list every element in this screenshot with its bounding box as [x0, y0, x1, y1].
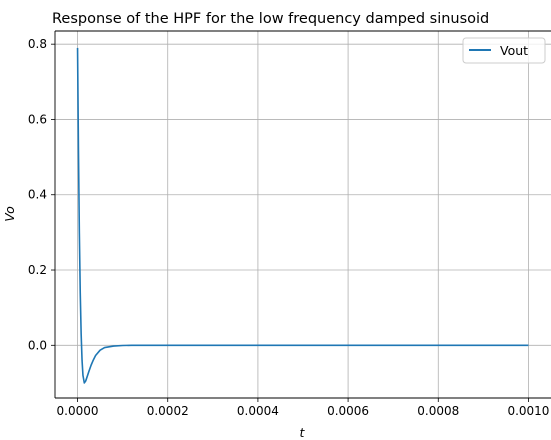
y-tick-label: 0.4	[28, 188, 47, 202]
tick-layer: 0.0000 0.0002 0.0004 0.0006 0.0008 0.0010 0.0 0…	[28, 37, 550, 418]
series-line-vout	[76, 47, 529, 384]
y-tick-label: 0.0	[28, 338, 47, 352]
x-tick-label: 0.0000	[57, 404, 99, 418]
y-tick-label: 0.8	[28, 37, 47, 51]
y-tick-label: 0.2	[28, 263, 47, 277]
y-axis-label: Vo	[2, 206, 17, 222]
x-tick-label: 0.0006	[327, 404, 369, 418]
legend: Vout	[462, 37, 546, 64]
x-axis-label: t	[300, 425, 306, 440]
chart-title: Response of the HPF for the low frequenc…	[52, 11, 489, 27]
legend-box	[462, 37, 546, 64]
y-tick-label: 0.6	[28, 112, 47, 126]
x-tick-label: 0.0010	[507, 404, 549, 418]
x-tick-label: 0.0004	[237, 404, 279, 418]
x-tick-label: 0.0008	[417, 404, 459, 418]
plot-frame	[54, 30, 551, 399]
legend-label-vout: Vout	[500, 43, 528, 58]
plot-area-background	[55, 31, 551, 398]
x-tick-label: 0.0002	[147, 404, 189, 418]
series-layer	[76, 47, 529, 384]
